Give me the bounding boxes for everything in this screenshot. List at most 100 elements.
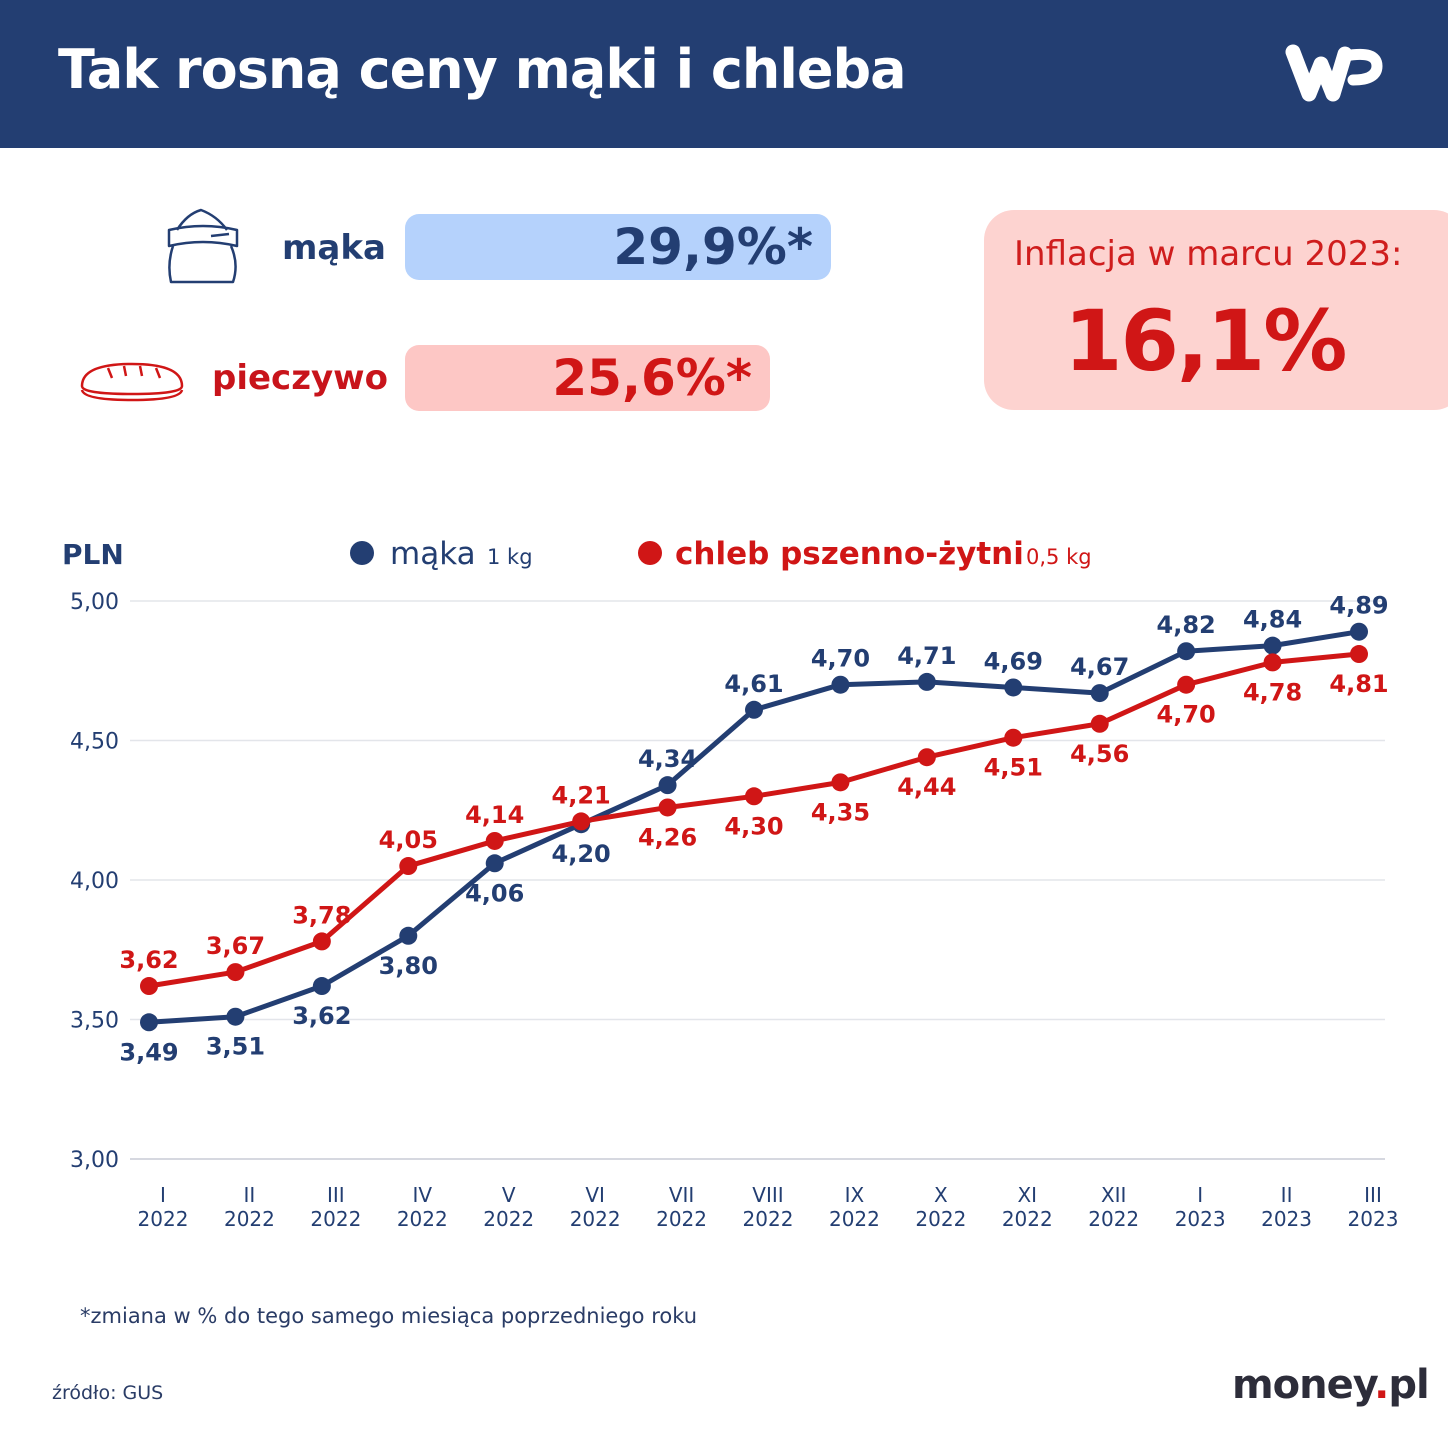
x-tick-year: 2022 <box>138 1207 189 1231</box>
data-point <box>1350 622 1368 641</box>
data-label: 4,21 <box>552 781 611 809</box>
data-label: 3,80 <box>379 952 438 980</box>
data-point <box>745 700 763 719</box>
data-label: 4,51 <box>984 754 1043 782</box>
data-point <box>485 854 504 873</box>
data-point <box>917 672 936 691</box>
footnote: *zmiana w % do tego samego miesiąca popr… <box>80 1304 698 1328</box>
data-label: 4,34 <box>638 745 697 773</box>
x-tick-year: 2022 <box>656 1207 707 1231</box>
x-tick-month: XI <box>1017 1183 1037 1207</box>
data-point <box>312 932 331 951</box>
x-tick-year: 2022 <box>1002 1207 1053 1231</box>
data-label: 4,20 <box>552 840 611 868</box>
data-label: 4,05 <box>379 826 438 854</box>
x-tick-month: V <box>502 1183 516 1207</box>
wp-logo <box>1285 44 1383 102</box>
data-point <box>140 1013 158 1032</box>
flour-label: mąka <box>282 228 386 268</box>
data-label: 4,69 <box>984 647 1043 675</box>
x-tick-month: IV <box>412 1183 432 1207</box>
x-tick-year: 2022 <box>310 1207 361 1231</box>
legend-label: mąka <box>390 536 476 572</box>
page-title: Tak rosną ceny mąki i chleba <box>58 38 907 101</box>
data-point <box>485 831 504 850</box>
data-point <box>917 748 936 767</box>
flour-change-value: 29,9%* <box>405 214 831 280</box>
y-tick-label: 3,50 <box>70 1009 119 1034</box>
data-label: 4,26 <box>638 823 697 851</box>
data-point <box>1090 684 1109 703</box>
data-point <box>1263 636 1282 655</box>
x-tick-year: 2022 <box>743 1207 794 1231</box>
flour-sack-icon <box>167 208 239 284</box>
money-pl-logo: money.pl <box>1232 1362 1430 1408</box>
data-label: 4,35 <box>811 798 870 826</box>
x-tick-year: 2023 <box>1175 1207 1226 1231</box>
bread-loaf-icon <box>80 362 184 402</box>
data-label: 4,06 <box>465 879 524 907</box>
line-chart: 3,003,504,004,505,00PLNI2022II2022III202… <box>62 536 1398 1231</box>
x-tick-month: III <box>327 1183 345 1207</box>
data-point <box>1177 642 1196 661</box>
data-label: 3,51 <box>206 1033 265 1061</box>
x-tick-month: XII <box>1101 1183 1127 1207</box>
brand-tld: pl <box>1388 1362 1429 1408</box>
legend-unit: 0,5 kg <box>1026 545 1092 569</box>
data-point <box>831 675 850 694</box>
x-tick-year: 2022 <box>570 1207 621 1231</box>
data-point <box>1004 678 1023 697</box>
inflation-value: 16,1% <box>1064 292 1347 390</box>
x-tick-month: IX <box>845 1183 865 1207</box>
legend-label: chleb pszenno-żytni <box>675 536 1024 572</box>
x-tick-month: III <box>1364 1183 1382 1207</box>
x-tick-month: I <box>160 1183 166 1207</box>
data-point <box>1263 653 1282 672</box>
x-tick-month: X <box>934 1183 948 1207</box>
legend-unit: 1 kg <box>487 545 533 569</box>
y-tick-label: 4,00 <box>70 869 119 894</box>
data-point <box>1350 645 1368 664</box>
data-point <box>140 977 158 996</box>
data-point <box>1004 728 1023 747</box>
data-point <box>226 1007 245 1026</box>
x-tick-year: 2022 <box>397 1207 448 1231</box>
data-label: 3,49 <box>119 1038 178 1066</box>
data-point <box>226 963 245 982</box>
data-label: 3,67 <box>206 932 265 960</box>
data-point <box>831 773 850 792</box>
data-point <box>312 977 331 996</box>
legend-marker <box>350 541 374 565</box>
brand-dot: . <box>1374 1362 1389 1408</box>
inflation-label: Inflacja w marcu 2023: <box>1014 234 1403 274</box>
data-label: 4,30 <box>724 812 783 840</box>
source: źródło: GUS <box>52 1382 164 1404</box>
legend-marker <box>638 541 662 565</box>
x-tick-month: VI <box>585 1183 605 1207</box>
data-point <box>658 776 677 795</box>
data-label: 4,81 <box>1329 670 1388 698</box>
x-tick-year: 2022 <box>829 1207 880 1231</box>
y-tick-label: 4,50 <box>70 730 119 755</box>
y-tick-label: 5,00 <box>70 590 119 615</box>
data-point <box>745 787 763 806</box>
x-tick-year: 2022 <box>483 1207 534 1231</box>
data-point <box>658 798 677 817</box>
data-label: 3,62 <box>119 946 178 974</box>
data-label: 4,67 <box>1070 653 1129 681</box>
data-label: 4,61 <box>724 670 783 698</box>
x-tick-year: 2022 <box>1088 1207 1139 1231</box>
x-tick-month: VII <box>669 1183 694 1207</box>
y-tick-label: 3,00 <box>70 1148 119 1173</box>
header-bar: Tak rosną ceny mąki i chleba <box>0 0 1448 148</box>
y-axis-label: PLN <box>62 538 124 571</box>
x-tick-month: II <box>1281 1183 1293 1207</box>
data-label: 4,14 <box>465 801 524 829</box>
x-tick-month: VIII <box>752 1183 783 1207</box>
data-label: 4,56 <box>1070 740 1129 768</box>
x-tick-year: 2022 <box>224 1207 275 1231</box>
data-point <box>399 926 418 945</box>
data-label: 4,71 <box>897 642 956 670</box>
data-point <box>1090 714 1109 733</box>
x-tick-month: II <box>244 1183 256 1207</box>
